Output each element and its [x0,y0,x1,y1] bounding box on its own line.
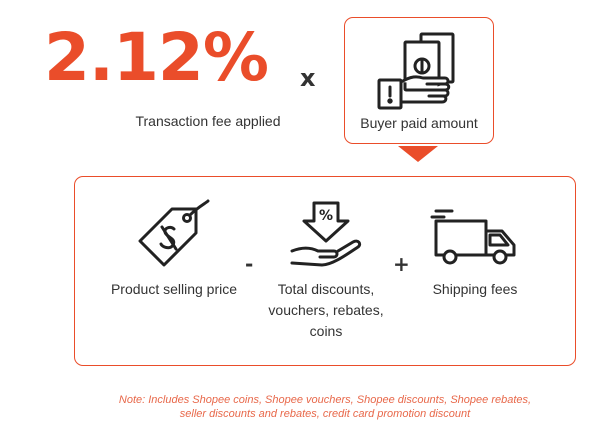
svg-text:%: % [319,208,333,224]
footnote: Note: Includes Shopee coins, Shopee vouc… [60,393,590,421]
delivery-truck-icon [405,207,545,269]
buyer-paid-label: Buyer paid amount [360,115,478,131]
price-tag-icon [89,199,259,269]
shipping-item: Shipping fees [405,177,545,300]
buyer-paid-box: Buyer paid amount [344,17,494,144]
discount-hand-icon: % [268,199,384,269]
footnote-line-1: Note: Includes Shopee coins, Shopee vouc… [118,394,532,406]
minus-operator: - [245,252,254,276]
product-price-item: Product selling price [89,177,259,300]
multiply-operator: x [300,64,316,92]
transaction-fee-caption: Transaction fee applied [135,113,281,129]
discounts-label: Total discounts, vouchers, rebates, coin… [268,281,384,339]
plus-operator: + [393,252,410,276]
shipping-label: Shipping fees [432,281,518,297]
transaction-fee-rate: 2.12% [44,19,269,96]
formula-box: Product selling price - % Total discount… [74,176,576,366]
hand-with-cash-icon [375,30,465,117]
product-price-label: Product selling price [110,281,238,297]
pointer-arrow [398,146,438,162]
footnote-line-2: seller discounts and rebates, credit car… [179,408,471,420]
discounts-item: % Total discounts, vouchers, rebates, co… [268,177,384,342]
